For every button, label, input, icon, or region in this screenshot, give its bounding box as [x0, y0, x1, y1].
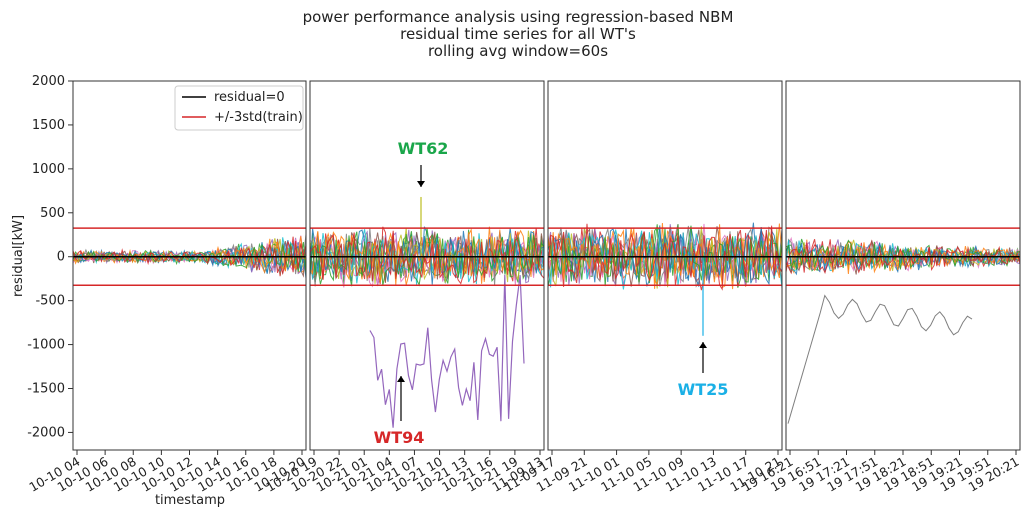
series-line [786, 239, 1020, 275]
y-tick-label: 1000 [32, 162, 65, 177]
legend-band-label: +/-3std(train) [214, 110, 303, 125]
legend: residual=0 +/-3std(train) [174, 85, 304, 131]
title-line-3: rolling avg window=60s [428, 42, 608, 60]
wt94-trace [369, 274, 525, 428]
y-tick-label: 500 [40, 206, 65, 221]
y-tick-label: 1500 [32, 118, 65, 133]
annotation-wt25: WT25 [678, 380, 729, 399]
y-axis-label: residual[kW] [11, 215, 26, 297]
legend-box [174, 85, 304, 131]
annotation-wt94: WT94 [374, 428, 425, 447]
outlier-trace [787, 294, 973, 424]
panel-series [310, 196, 544, 428]
x-axis-label: timestamp [155, 493, 225, 508]
chart-title: power performance analysis using regress… [303, 8, 734, 60]
title-line-1: power performance analysis using regress… [303, 8, 734, 26]
y-tick-label: -1000 [27, 338, 65, 353]
series-line [310, 226, 544, 284]
y-tick-label: 0 [57, 250, 65, 265]
series-line [310, 229, 544, 285]
title-line-2: residual time series for all WT's [400, 25, 636, 43]
panel-series [786, 236, 1020, 424]
panel-frame [72, 80, 307, 451]
panel-frame [309, 80, 545, 451]
series-line [73, 240, 306, 276]
panel-series [548, 222, 782, 336]
wt62-arrow-head [417, 181, 425, 187]
wt25-arrow-head [699, 342, 707, 348]
y-tick-label: -1500 [27, 382, 65, 397]
series-line [310, 227, 544, 285]
series-line [786, 241, 1020, 274]
annotation-wt62: WT62 [398, 139, 449, 158]
legend-zero-label: residual=0 [214, 90, 285, 105]
series-line [786, 239, 1020, 270]
y-tick-label: 2000 [32, 74, 65, 89]
wt94-arrow-head [397, 376, 405, 382]
y-tick-label: -2000 [27, 425, 65, 440]
y-tick-label: -500 [35, 294, 65, 309]
series-line [548, 222, 782, 289]
panel-frame [547, 80, 783, 451]
